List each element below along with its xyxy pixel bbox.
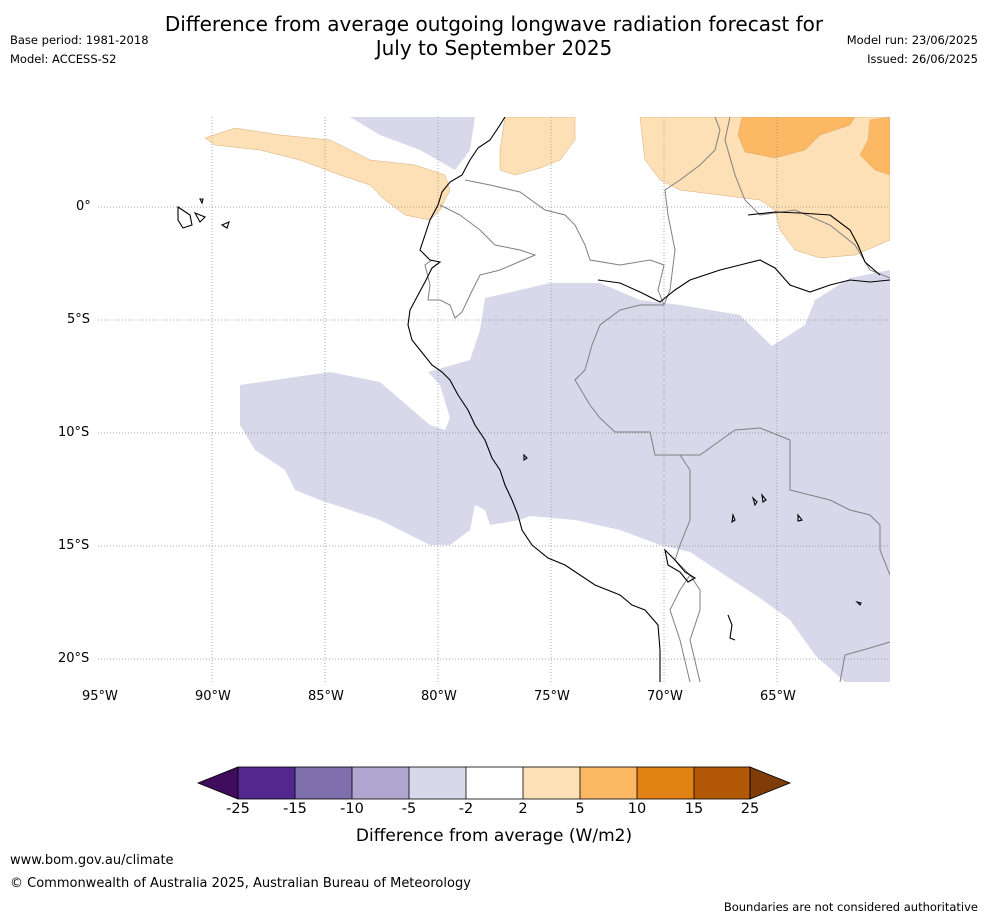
lat-label: 15°S bbox=[58, 538, 90, 553]
colorbar-segment bbox=[694, 767, 750, 799]
colorbar-tick-label: 25 bbox=[740, 801, 760, 817]
colorbar-segment bbox=[523, 767, 580, 799]
colorbar-title: Difference from average (W/m2) bbox=[355, 826, 633, 846]
lon-label: 75°W bbox=[534, 689, 570, 704]
copyright-notice: © Commonwealth of Australia 2025, Austra… bbox=[10, 876, 471, 891]
colorbar-tick-label: 15 bbox=[684, 801, 704, 817]
map-plot-area bbox=[98, 117, 890, 682]
map-title: Difference from average outgoing longwav… bbox=[0, 12, 988, 60]
lat-label: 10°S bbox=[58, 425, 90, 440]
footer-url[interactable]: www.bom.gov.au/climate bbox=[10, 853, 174, 868]
colorbar-segment bbox=[580, 767, 637, 799]
anomaly-region-negative bbox=[240, 270, 890, 682]
lon-label: 70°W bbox=[647, 689, 683, 704]
lon-label: 90°W bbox=[195, 689, 231, 704]
lat-label: 20°S bbox=[58, 651, 90, 666]
colorbar-tick-label: -2 bbox=[458, 801, 474, 817]
anomaly-region-positive bbox=[499, 117, 576, 176]
lat-gridlines bbox=[98, 206, 890, 660]
anomaly-region-positive-strong bbox=[737, 117, 856, 159]
colorbar-tick-label: 5 bbox=[575, 801, 585, 817]
colorbar-segment bbox=[466, 767, 523, 799]
issued-date: Issued: 26/06/2025 bbox=[867, 52, 978, 66]
colorbar-segment bbox=[352, 767, 409, 799]
model-run: Model run: 23/06/2025 bbox=[846, 33, 978, 47]
colorbar-tick-label: 10 bbox=[627, 801, 647, 817]
lon-label: 95°W bbox=[82, 689, 118, 704]
base-period: Base period: 1981-2018 bbox=[10, 33, 149, 47]
anomaly-region-positive bbox=[639, 117, 890, 259]
colorbar-extend-min bbox=[196, 766, 239, 800]
lon-label: 85°W bbox=[308, 689, 344, 704]
lon-gridlines bbox=[211, 117, 778, 682]
model-name: Model: ACCESS-S2 bbox=[10, 52, 117, 66]
boundaries-disclaimer: Boundaries are not considered authoritat… bbox=[723, 900, 978, 914]
colorbar-tick-label: 2 bbox=[518, 801, 528, 817]
colorbar-tick-label: -5 bbox=[401, 801, 417, 817]
coastline bbox=[177, 117, 890, 682]
colorbar-tick-label: -15 bbox=[283, 801, 307, 817]
title-line-1: Difference from average outgoing longwav… bbox=[164, 12, 824, 36]
anomaly-region-negative bbox=[350, 117, 475, 170]
lon-label: 80°W bbox=[421, 689, 457, 704]
colorbar-segment bbox=[409, 767, 466, 799]
anomaly-region-positive-strong bbox=[859, 117, 890, 176]
colorbar bbox=[196, 766, 792, 800]
colorbar-segment bbox=[295, 767, 352, 799]
colorbar-tick-label: -10 bbox=[340, 801, 364, 817]
colorbar-tick-label: -25 bbox=[226, 801, 250, 817]
lon-label: 65°W bbox=[760, 689, 796, 704]
lat-label: 5°S bbox=[67, 312, 91, 327]
colorbar-extend-max bbox=[749, 766, 792, 800]
lat-label: 0° bbox=[76, 199, 91, 214]
title-line-2: July to September 2025 bbox=[375, 36, 613, 60]
anomaly-region-positive bbox=[204, 127, 451, 221]
colorbar-segment bbox=[637, 767, 694, 799]
colorbar-segment bbox=[238, 767, 295, 799]
